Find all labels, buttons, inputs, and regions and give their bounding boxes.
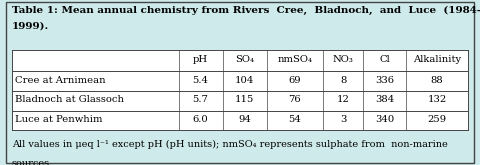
- Text: Bladnoch at Glassoch: Bladnoch at Glassoch: [15, 95, 124, 104]
- Text: 3: 3: [340, 115, 346, 124]
- Text: NO₃: NO₃: [333, 55, 354, 64]
- Text: pH: pH: [193, 55, 208, 64]
- Text: nmSO₄: nmSO₄: [277, 55, 312, 64]
- Text: 104: 104: [235, 76, 254, 84]
- Text: 94: 94: [238, 115, 251, 124]
- Text: 6.0: 6.0: [192, 115, 208, 124]
- Bar: [12, 50, 468, 130]
- Text: SO₄: SO₄: [235, 55, 254, 64]
- Text: 69: 69: [288, 76, 301, 84]
- Text: 340: 340: [375, 115, 395, 124]
- Text: 132: 132: [428, 95, 447, 104]
- Text: 384: 384: [375, 95, 395, 104]
- Text: 8: 8: [340, 76, 346, 84]
- Text: Luce at Penwhim: Luce at Penwhim: [15, 115, 102, 124]
- Text: Cree at Arnimean: Cree at Arnimean: [15, 76, 106, 84]
- Text: All values in μeq l⁻¹ except pH (pH units); nmSO₄ represents sulphate from  non-: All values in μeq l⁻¹ except pH (pH unit…: [12, 139, 448, 148]
- Text: sources.: sources.: [12, 159, 53, 165]
- Text: 54: 54: [288, 115, 301, 124]
- Text: 336: 336: [375, 76, 394, 84]
- Text: Cl: Cl: [379, 55, 390, 64]
- Text: 115: 115: [235, 95, 254, 104]
- Text: Table 1: Mean annual chemistry from Rivers  Cree,  Bladnoch,  and  Luce  (1984-: Table 1: Mean annual chemistry from Rive…: [12, 6, 480, 15]
- Text: 12: 12: [336, 95, 349, 104]
- Text: 88: 88: [431, 76, 444, 84]
- Text: 5.7: 5.7: [192, 95, 208, 104]
- Text: 5.4: 5.4: [192, 76, 208, 84]
- Text: 259: 259: [428, 115, 447, 124]
- Text: 76: 76: [288, 95, 301, 104]
- Text: Alkalinity: Alkalinity: [413, 55, 461, 64]
- Text: 1999).: 1999).: [12, 21, 49, 31]
